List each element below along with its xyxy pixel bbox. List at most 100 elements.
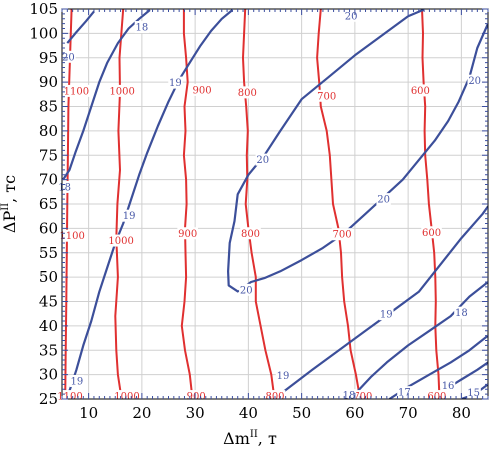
- series-layer: [62, 9, 488, 399]
- contour-label-bg: [467, 74, 482, 87]
- contour-label-20: 20: [256, 155, 269, 166]
- x-tick-label: 10: [79, 404, 98, 422]
- y-tick-label: 85: [39, 98, 58, 116]
- x-tick-label: 80: [452, 404, 471, 422]
- y-tick-label: 50: [39, 268, 58, 286]
- contour-label-bg: [376, 193, 391, 206]
- y-tick-label: 65: [39, 195, 58, 213]
- y-tick-label: 60: [39, 219, 58, 237]
- contour-label-bg: [191, 83, 213, 96]
- y-tick-label: 75: [39, 146, 58, 164]
- contour-label-18: 18: [455, 308, 468, 319]
- contour-label-bg: [177, 227, 198, 240]
- blue-contour-18: [354, 281, 488, 395]
- contour-label-1000: 1000: [109, 86, 134, 97]
- contour-label-bg: [57, 180, 72, 193]
- contour-label-900: 900: [187, 392, 206, 403]
- contour-label-15: 15: [467, 388, 480, 399]
- contour-label-700: 700: [353, 392, 372, 403]
- contour-label-700: 700: [333, 230, 352, 241]
- contour-label-bg: [239, 283, 254, 296]
- contour-label-bg: [316, 89, 337, 102]
- contour-label-20: 20: [62, 52, 75, 63]
- contour-label-bg: [62, 84, 90, 97]
- contour-label-17: 17: [398, 388, 411, 399]
- contour-label-900: 900: [178, 229, 197, 240]
- x-tick-label: 70: [399, 404, 418, 422]
- contour-label-bg: [275, 369, 291, 382]
- contour-label-600: 600: [427, 392, 446, 403]
- contour-label-bg: [410, 84, 431, 97]
- contour-label-bg: [237, 86, 258, 99]
- contour-label-19: 19: [277, 371, 290, 382]
- contour-label-600: 600: [422, 228, 441, 239]
- contour-label-bg: [134, 21, 150, 34]
- y-tick-label: 90: [39, 73, 58, 91]
- y-axis-title-unit: , тс: [0, 175, 19, 203]
- x-tick-label: 50: [292, 404, 311, 422]
- y-tick-label: 45: [39, 293, 58, 311]
- contour-lines: [62, 9, 488, 399]
- y-tick-label: 95: [39, 49, 58, 67]
- contour-label-bg: [331, 228, 353, 241]
- blue-contour-19: [64, 9, 234, 399]
- y-tick-label: 25: [39, 390, 58, 408]
- contour-label-bg: [69, 374, 85, 387]
- contour-label-20: 20: [240, 285, 253, 296]
- contour-label-700: 700: [317, 91, 336, 102]
- contour-label-19: 19: [71, 376, 84, 387]
- x-tick-label: 30: [186, 404, 205, 422]
- contour-label-bg: [107, 234, 135, 247]
- axis-ticks: [61, 8, 489, 400]
- contour-label-18: 18: [343, 391, 356, 402]
- contour-label-18: 18: [136, 23, 149, 34]
- blue-contour-18: [62, 9, 151, 181]
- x-axis-title-base: Δm: [223, 429, 250, 448]
- contour-label-bg: [421, 226, 442, 239]
- contour-label-18: 18: [58, 182, 71, 193]
- contour-label-bg: [454, 306, 469, 319]
- y-tick-label: 55: [39, 244, 58, 262]
- contour-label-800: 800: [238, 88, 257, 99]
- y-tick-labels: 25 30 35 40 45 50 55 60 65 70 75 80 85 90 95 100 105: [29, 0, 58, 408]
- y-tick-label: 30: [39, 366, 58, 384]
- contour-label-bg: [440, 379, 456, 392]
- contour-label-bg: [466, 386, 481, 399]
- contour-label-1100: 1100: [64, 86, 89, 97]
- contour-label-bg: [341, 389, 357, 402]
- contour-label-bg: [108, 84, 136, 97]
- y-tick-label: 40: [39, 317, 58, 335]
- y-axis-title-sup: II: [0, 203, 11, 211]
- y-axis-title: ΔPII, тс: [0, 175, 19, 233]
- contour-label-bg: [61, 50, 76, 63]
- y-tick-label: 80: [39, 122, 58, 140]
- contour-label-20: 20: [345, 11, 358, 22]
- x-tick-label: 20: [132, 404, 151, 422]
- contour-label-layer: 1100110011001000100010009009009008008008…: [56, 9, 482, 403]
- y-tick-label: 105: [29, 0, 58, 18]
- contour-label-800: 800: [241, 229, 260, 240]
- red-contour-600: [421, 9, 441, 399]
- blue-contour-19: [279, 205, 488, 395]
- contour-label-1100: 1100: [57, 392, 82, 403]
- contour-label-bg: [379, 308, 394, 321]
- contour-label-1000: 1000: [114, 392, 139, 403]
- contour-label-20: 20: [468, 76, 481, 87]
- contour-label-19: 19: [169, 78, 182, 89]
- red-contour-700: [316, 9, 362, 399]
- contour-label-bg: [58, 229, 86, 242]
- contour-label-16: 16: [442, 381, 455, 392]
- y-tick-label: 35: [39, 341, 58, 359]
- y-tick-label: 100: [29, 24, 58, 42]
- x-axis-title-unit: , т: [258, 429, 277, 448]
- contour-label-bg: [240, 227, 261, 240]
- contour-label-1000: 1000: [108, 236, 133, 247]
- contour-label-bg: [168, 76, 183, 89]
- contour-label-bg: [255, 153, 270, 166]
- contour-label-600: 600: [411, 86, 430, 97]
- y-tick-label: 70: [39, 171, 58, 189]
- contour-label-19: 19: [380, 310, 393, 321]
- contour-label-bg: [121, 209, 137, 222]
- x-tick-label: 60: [345, 404, 364, 422]
- red-contour-900: [180, 9, 194, 399]
